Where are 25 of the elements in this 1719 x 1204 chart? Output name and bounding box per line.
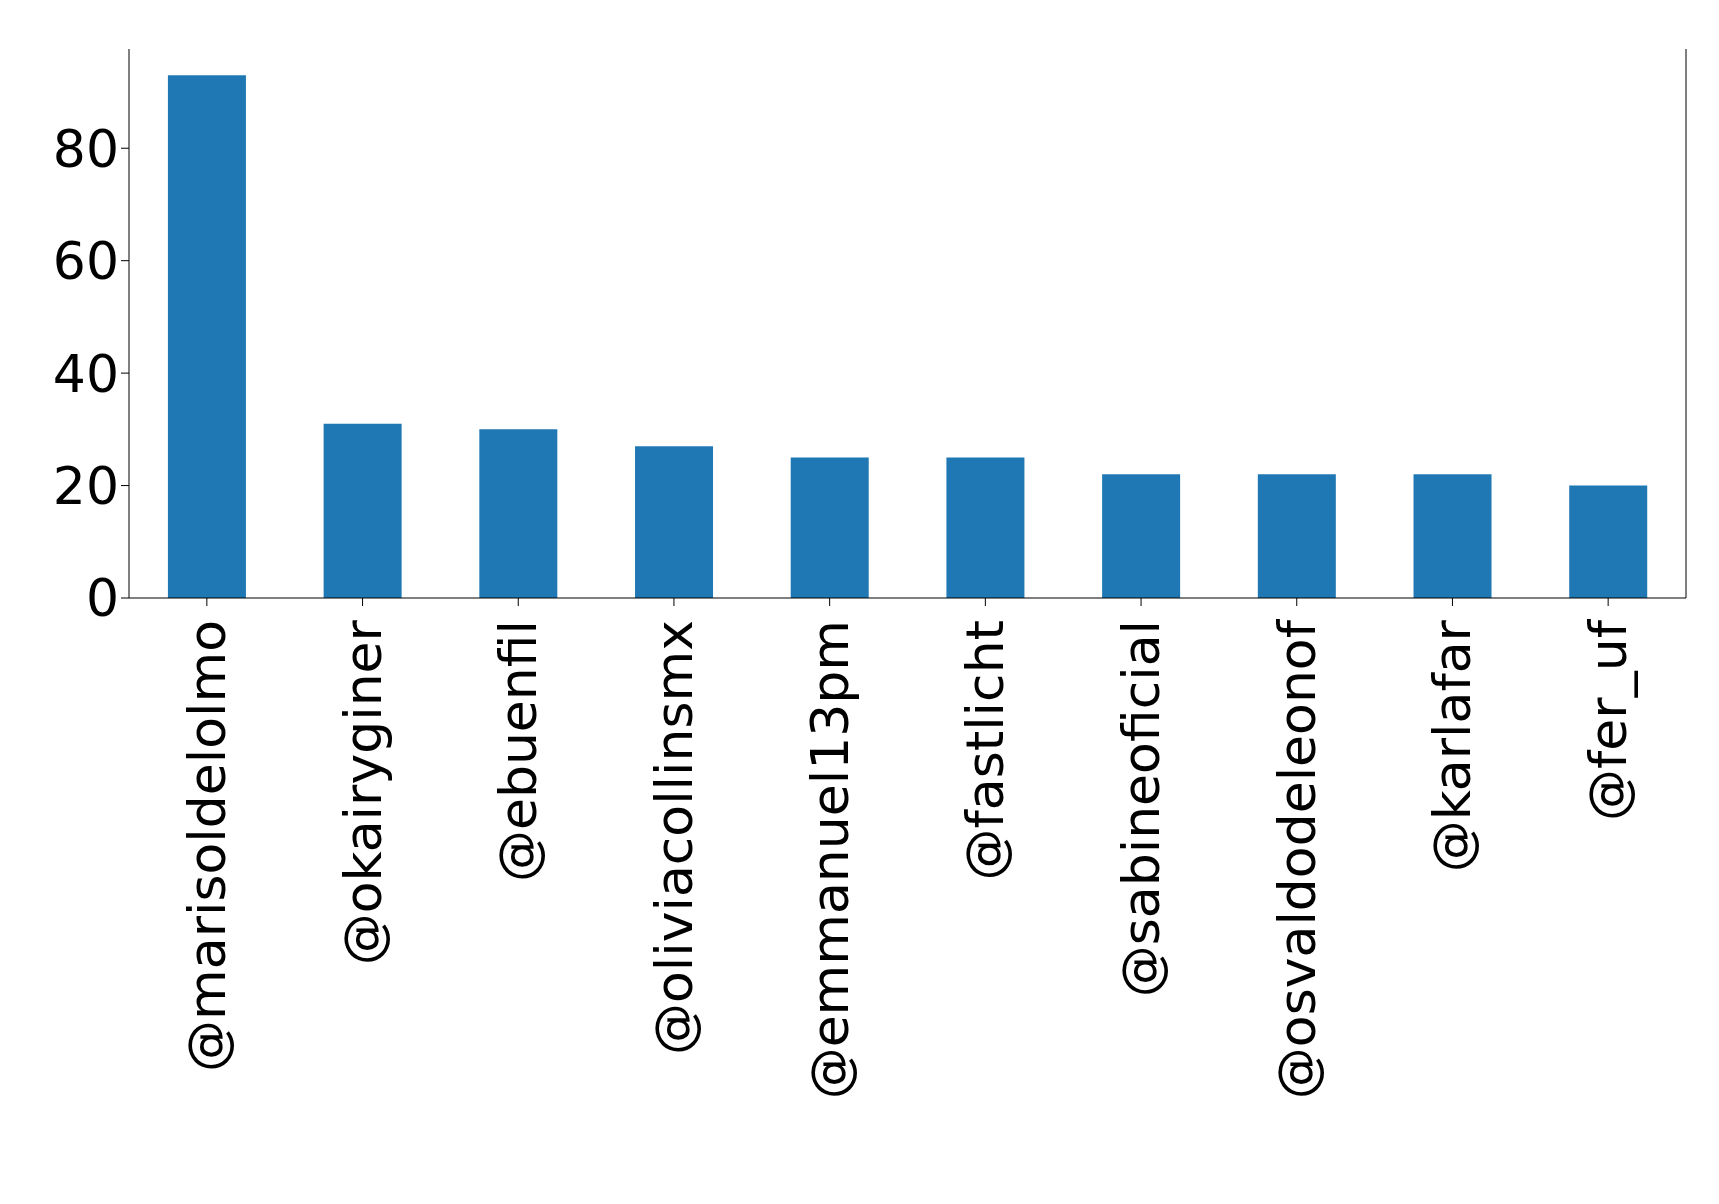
bar (167, 75, 246, 598)
x-tick-label: @sabineoficial (1111, 620, 1172, 998)
bar (1413, 474, 1492, 598)
bar (1102, 474, 1181, 598)
x-tick-label: @karlafar (1422, 619, 1483, 873)
y-tick-label: 0 (85, 568, 119, 629)
x-tick-label: @okairyginer (332, 619, 393, 966)
bar (790, 457, 869, 598)
x-tick-label: @oliviacollinsmx (643, 620, 704, 1056)
x-tick-label: @fer_uf (1578, 618, 1639, 821)
x-tick-label: @emmanuel13pm (799, 620, 860, 1100)
y-tick-label: 40 (52, 343, 119, 404)
y-tick-label: 80 (52, 118, 119, 179)
y-tick-label: 60 (52, 231, 119, 292)
x-tick-label: @ebuenfil (488, 620, 549, 883)
bar (1569, 485, 1648, 598)
x-tick-label: @osvaldodeleonof (1266, 618, 1327, 1100)
bar (1257, 474, 1336, 598)
bar (946, 457, 1025, 598)
bar (479, 429, 558, 598)
x-tick-label: @fastlicht (955, 620, 1016, 881)
x-tick-label: @marisoldelolmo (176, 620, 237, 1072)
bar (323, 423, 402, 598)
bar (635, 446, 714, 598)
y-tick-label: 20 (52, 456, 119, 517)
